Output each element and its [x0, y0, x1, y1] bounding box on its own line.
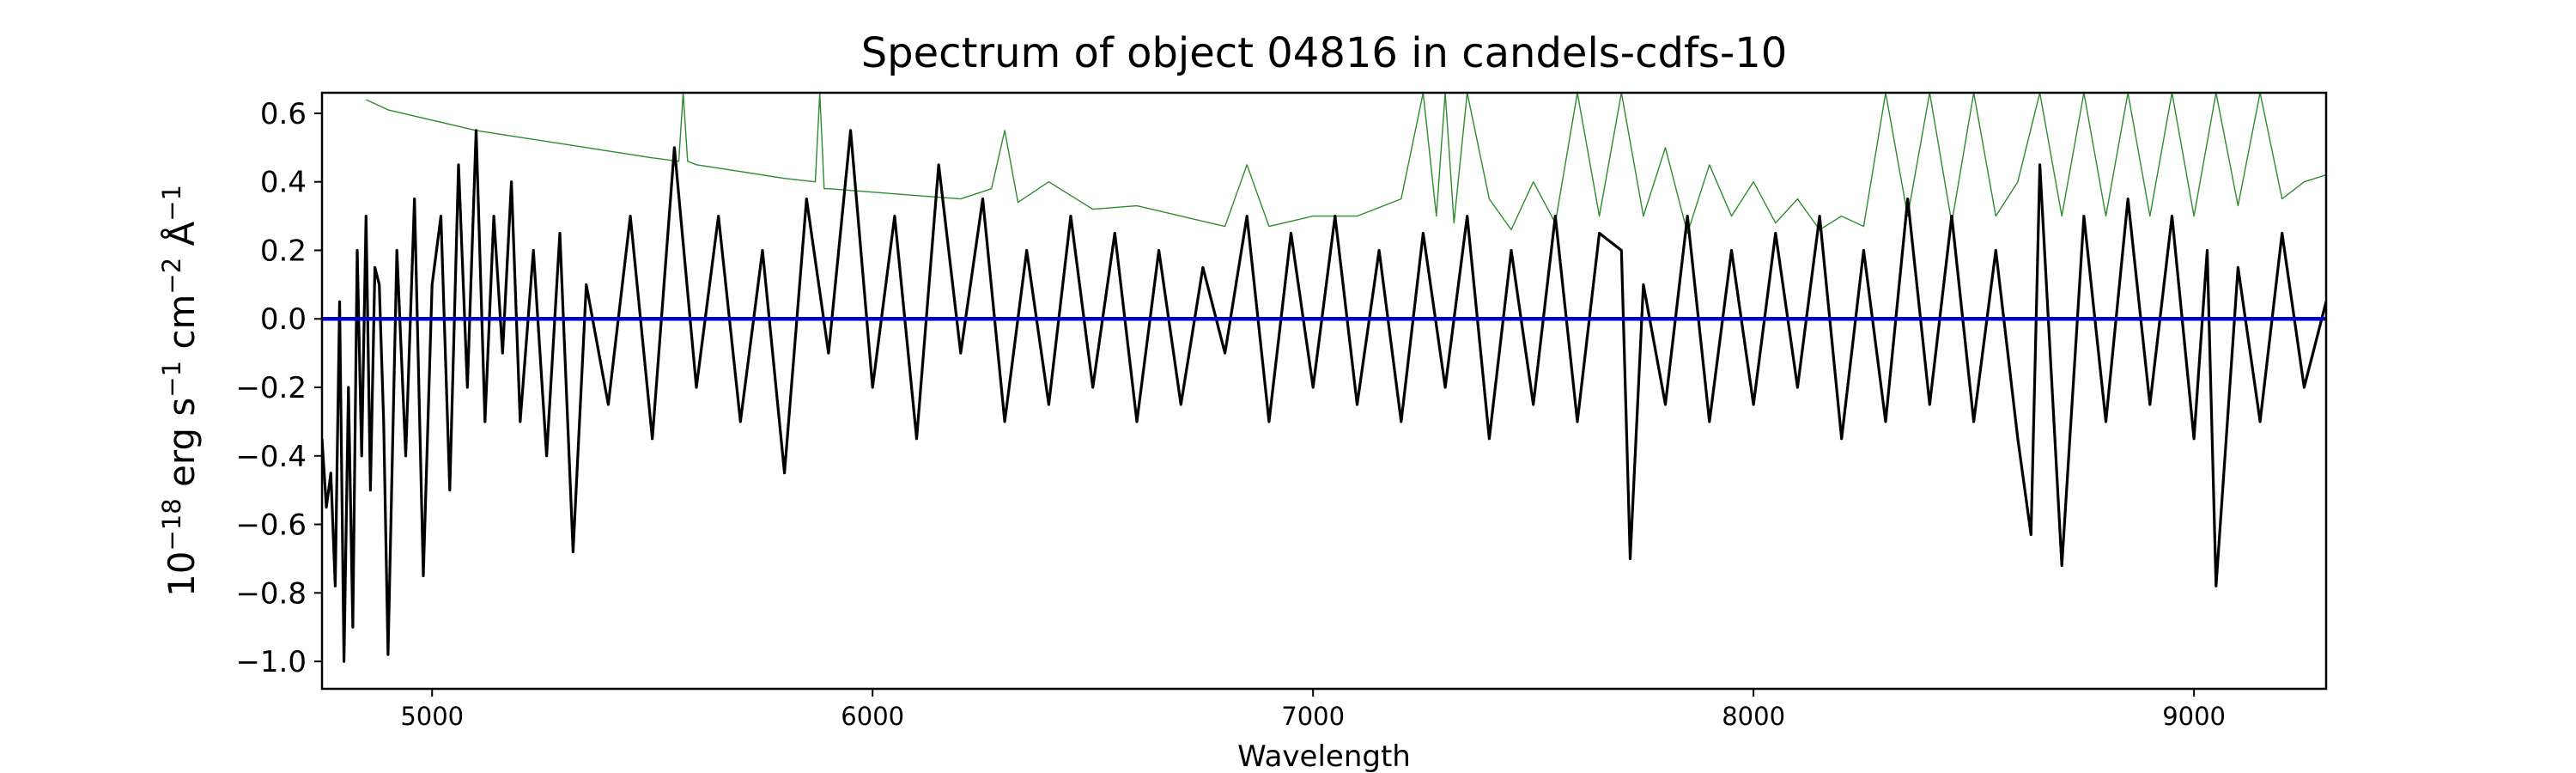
chart-title: Spectrum of object 04816 in candels-cdfs… — [861, 29, 1788, 77]
x-tick-label: 5000 — [400, 702, 464, 731]
y-label-exp1: −18 — [157, 498, 186, 551]
error-series-line — [366, 93, 2326, 234]
x-tick-label: 8000 — [1722, 702, 1785, 731]
y-label-exp2: −1 — [157, 361, 186, 398]
y-axis-label: 10−18 erg s−1 cm−2 Å−1 — [157, 185, 203, 597]
y-tick-label: 0.4 — [260, 166, 307, 200]
y-tick-label: −0.4 — [235, 440, 307, 474]
x-axis-ticks: 5000 6000 7000 8000 9000 — [400, 689, 2226, 731]
y-label-ang: Å — [160, 222, 203, 258]
y-label-base: 10 — [161, 551, 203, 597]
y-tick-label: 0.0 — [260, 302, 307, 337]
y-axis-ticks: −1.0 −0.8 −0.6 −0.4 −0.2 0.0 0.2 0.4 0.6 — [235, 97, 322, 679]
y-label-exp4: −1 — [157, 185, 186, 222]
y-tick-label: −0.8 — [235, 576, 307, 611]
series-layer — [322, 93, 2326, 663]
y-label-exp3: −2 — [157, 258, 186, 295]
plot-frame — [320, 91, 2328, 691]
x-tick-label: 9000 — [2162, 702, 2226, 731]
y-label-erg: erg s — [161, 398, 203, 499]
y-tick-label: −0.6 — [235, 508, 307, 543]
y-tick-label: 0.6 — [260, 97, 307, 131]
y-label-cm: cm — [161, 295, 203, 361]
flux-series-line — [322, 129, 2326, 663]
y-tick-label: −0.2 — [235, 371, 307, 405]
y-tick-label: −1.0 — [235, 645, 307, 679]
x-tick-label: 6000 — [841, 702, 904, 731]
y-tick-label: 0.2 — [260, 234, 307, 268]
x-tick-label: 7000 — [1281, 702, 1345, 731]
x-axis-label: Wavelength — [1237, 740, 1411, 773]
